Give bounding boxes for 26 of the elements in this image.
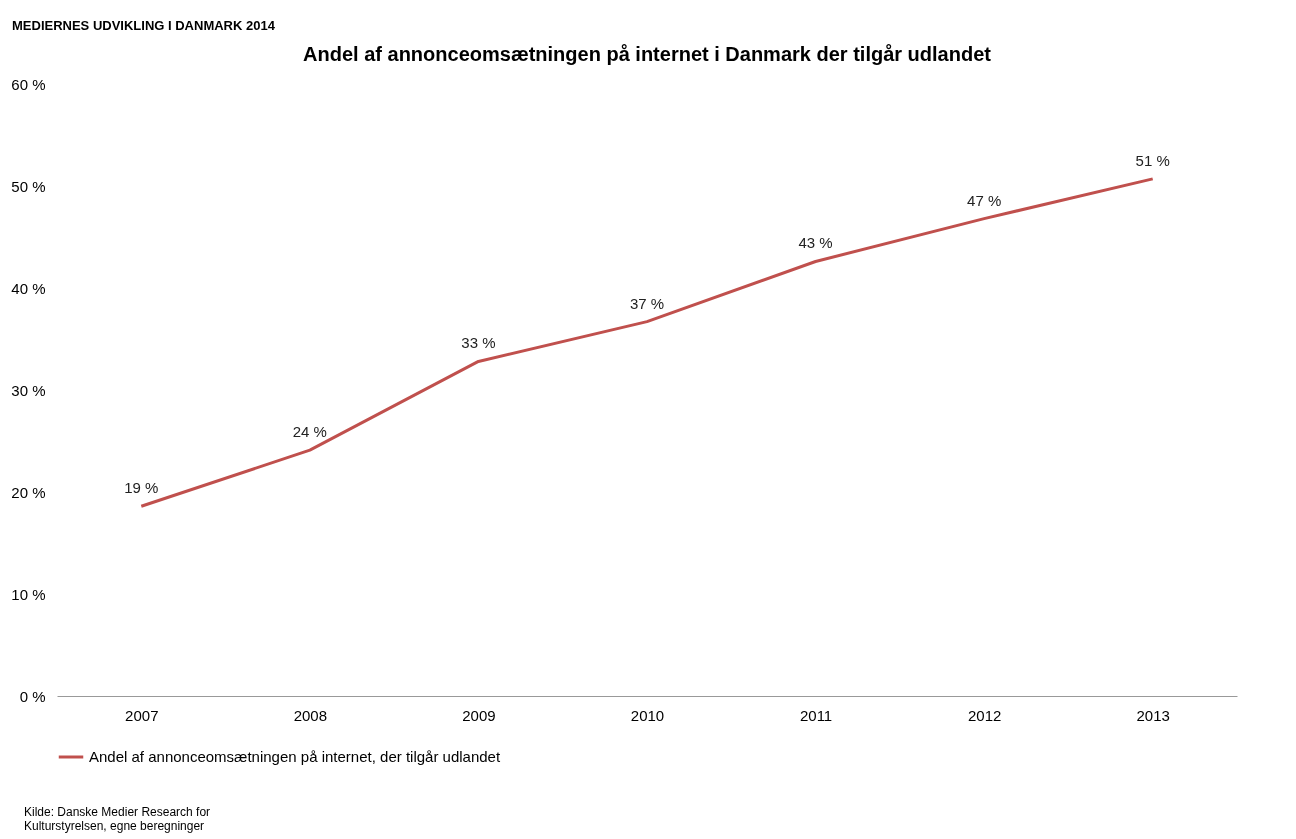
y-tick-label: 0 % <box>19 687 46 705</box>
line-series <box>139 177 1155 508</box>
x-tick-label: 2010 <box>630 706 665 724</box>
y-tick-label: 20 % <box>11 483 46 501</box>
y-tick-label: 60 % <box>11 75 46 93</box>
data-label: 33 % <box>461 334 496 352</box>
data-label: 47 % <box>967 191 1002 209</box>
x-tick-label: 2013 <box>1136 706 1170 724</box>
data-label: 37 % <box>629 294 665 312</box>
legend-label: Andel af annonceomsætningen på internet, der tilgår udlandet <box>89 748 501 765</box>
y-tick-label: 50 % <box>11 177 46 195</box>
text: Kilde: Danske Medier Research for Kulturstyrelsen, egne beregninger <box>24 805 212 833</box>
x-tick-label: 2012 <box>967 706 1002 724</box>
y-tick-label: 10 % <box>11 585 46 603</box>
data-label: 51 % <box>1135 151 1170 169</box>
x-tick-label: 2011 <box>799 706 833 724</box>
data-label: 19 % <box>124 479 159 497</box>
data-label: 43 % <box>798 234 833 252</box>
x-tick-label: 2007 <box>125 706 159 724</box>
chart-title: Andel af annonceomsætningen på internet i Danmark der tilgår udlandet <box>303 43 992 65</box>
y-tick-label: 40 % <box>11 279 46 297</box>
x-tick-label: 2008 <box>293 706 328 724</box>
data-label: 24 % <box>292 423 327 441</box>
text: MEDIERNES UDVIKLING I DANMARK 2014 <box>12 18 275 33</box>
y-tick-label: 30 % <box>11 381 46 399</box>
x-tick-label: 2009 <box>462 706 496 724</box>
